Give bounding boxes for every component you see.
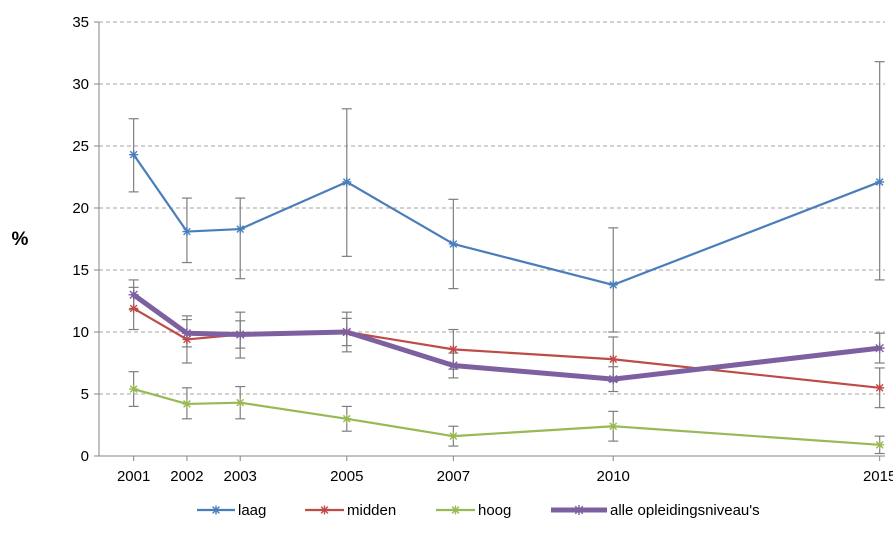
y-tick-label: 30 bbox=[72, 76, 89, 93]
legend-marker bbox=[451, 505, 460, 515]
y-tick-label: 5 bbox=[81, 386, 89, 403]
x-tick-label: 2001 bbox=[117, 468, 150, 485]
x-tick-label: 2002 bbox=[170, 468, 203, 485]
data-point bbox=[448, 239, 458, 249]
series-line-2 bbox=[132, 387, 881, 446]
x-tick-label: 2007 bbox=[437, 468, 470, 485]
series-line-3 bbox=[131, 292, 883, 382]
legend-marker bbox=[320, 505, 329, 515]
data-point bbox=[448, 431, 458, 441]
data-point bbox=[235, 329, 246, 340]
data-point bbox=[129, 384, 139, 394]
legend-label: laag bbox=[238, 502, 266, 519]
data-point bbox=[608, 280, 618, 290]
series-line-0 bbox=[132, 153, 881, 286]
series-line-1 bbox=[132, 307, 881, 389]
data-point bbox=[342, 414, 352, 424]
data-point bbox=[875, 383, 885, 393]
x-tick-label: 2003 bbox=[224, 468, 257, 485]
series-lines bbox=[131, 153, 883, 446]
data-point bbox=[875, 177, 885, 187]
data-point bbox=[342, 177, 352, 187]
legend-label: alle opleidingsniveau's bbox=[610, 502, 760, 519]
data-point bbox=[182, 227, 192, 237]
data-point bbox=[235, 224, 245, 234]
data-point bbox=[129, 303, 139, 313]
y-tick-label: 35 bbox=[72, 14, 89, 31]
x-tick-label: 2005 bbox=[330, 468, 363, 485]
data-point bbox=[875, 440, 885, 450]
legend-label: hoog bbox=[478, 502, 511, 519]
x-tick-labels: 2001 2002 2003 2005 2007 2010 2015 bbox=[117, 468, 893, 485]
data-point bbox=[341, 327, 352, 337]
y-axis-label: % bbox=[12, 229, 29, 250]
y-tick-labels: 0 5 10 15 20 25 30 35 bbox=[72, 14, 89, 465]
legend: laag midden hoog alle opleidingsniveau's bbox=[197, 502, 760, 519]
data-point bbox=[608, 421, 618, 431]
y-tick-label: 0 bbox=[81, 448, 89, 465]
data-point bbox=[235, 398, 245, 408]
data-point bbox=[129, 150, 139, 160]
data-point bbox=[874, 343, 885, 354]
data-point bbox=[182, 334, 192, 344]
series-markers bbox=[128, 150, 885, 450]
legend-label: midden bbox=[347, 502, 396, 519]
data-point bbox=[182, 399, 192, 409]
data-point bbox=[608, 374, 619, 385]
grid-lines bbox=[99, 21, 885, 395]
y-tick-label: 20 bbox=[72, 200, 89, 217]
data-point bbox=[608, 354, 618, 364]
legend-marker bbox=[211, 505, 221, 515]
y-tick-label: 25 bbox=[72, 138, 89, 155]
y-tick-label: 15 bbox=[72, 262, 89, 279]
axes bbox=[94, 21, 885, 461]
y-tick-label: 10 bbox=[72, 324, 89, 341]
data-point bbox=[181, 328, 192, 339]
x-tick-label: 2015 bbox=[863, 468, 893, 485]
x-tick-label: 2010 bbox=[597, 468, 630, 485]
data-point bbox=[448, 344, 458, 354]
data-point bbox=[448, 360, 459, 371]
data-point bbox=[128, 289, 139, 300]
legend-marker bbox=[574, 505, 584, 515]
